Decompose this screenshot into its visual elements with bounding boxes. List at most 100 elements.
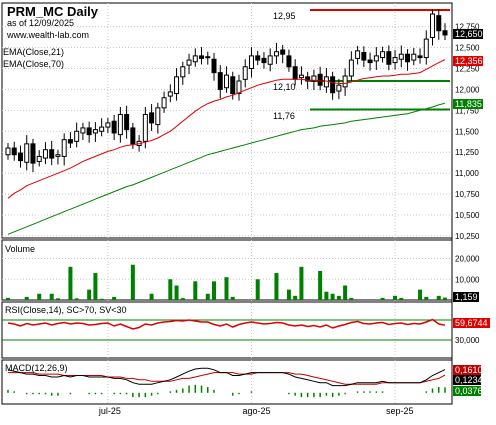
tag-macd: 0,1610 [453,365,483,375]
volume-bar [99,298,104,300]
candle-body [180,66,186,78]
price-tick-label: 12,250 [455,64,480,73]
x-tick-label: sep-25 [386,406,414,416]
candle [42,142,48,165]
candle [205,51,211,65]
candle [180,61,186,85]
volume-bar [399,297,404,300]
candle-body [167,91,173,97]
volume-bar [255,279,260,300]
tag-signal: 0,1234 [453,375,483,385]
candle-body [105,122,111,128]
candle-body [261,57,267,64]
tag-histogram-text: 0,0376 [455,386,483,396]
y-axis: 12,750 12,500 12,250 12,000 11,750 11,500 11,2… [455,23,480,345]
tag-rsi-text: 59,6744 [455,318,488,328]
volume-tick-label: 10,000 [455,275,480,284]
candle-body [330,76,336,94]
candle-body [305,76,311,82]
candle [192,48,198,67]
candle-body [342,75,348,88]
candle-body [17,152,23,162]
candle-body [124,114,130,131]
candle [67,132,73,149]
tag-volume: 1,159 [453,292,479,302]
candle [417,48,423,64]
candle [398,45,404,68]
candle-body [286,55,292,68]
candle-body [61,139,67,157]
candle-body [5,147,11,156]
chart-title: PRM_MC Daily [7,4,99,19]
candle [36,150,42,167]
candle [149,104,155,131]
volume-bar [336,295,341,300]
candle [217,65,223,99]
rsi-pane [1,301,453,359]
candle [61,133,67,166]
candle [411,47,417,66]
candle-body [417,55,423,59]
annotation-support-lower: 11,76 [273,111,295,121]
candle-body [174,76,180,95]
candle [380,46,386,63]
candle [267,48,273,72]
candle [330,71,336,100]
candle-body [117,114,123,136]
candle [298,66,304,85]
candle-body [199,55,205,59]
rsi-label: RSI(Close,14), SC>70, SV<30 [5,305,127,315]
candle-body [442,30,448,36]
candle [117,106,123,143]
candle-body [355,50,361,59]
volume-bar [286,289,291,300]
candle-body [111,120,117,134]
candle-body [42,149,48,159]
candle-body [11,147,17,156]
candle-body [367,59,373,64]
candle [11,141,17,161]
volume-bar [343,285,348,300]
candle-body [317,73,323,86]
rsi-line [7,318,446,330]
candle-body [411,53,417,61]
price-tick-label: 11,500 [455,127,479,136]
candle-body [217,72,223,90]
macd-label: MACD(12,26,9) [5,363,68,373]
volume-bar [93,273,98,300]
candle-body [224,74,229,89]
candle [255,50,261,66]
candle [248,47,254,78]
volume-bar [424,296,429,300]
volume-bar [443,297,447,300]
candle-body [248,55,254,69]
candle [155,102,161,134]
candle [442,23,448,40]
price-tick-label: 11,000 [455,169,479,178]
volume-bar [112,296,117,300]
tag-ema21-text: 12,356 [455,56,483,66]
candle-body [392,57,398,64]
candle-body [142,114,148,142]
volume-tick-label: 20,000 [455,255,480,264]
candle-body [267,55,273,65]
volume-bar [6,297,10,300]
candle [55,149,61,165]
tag-macd-text: 0,1610 [455,365,483,375]
price-tick-label: 10,250 [455,232,480,241]
volume-bar [436,295,441,300]
price-tick-label: 12,000 [455,85,480,94]
candle-body [230,76,236,95]
candle [186,53,192,75]
volume-bar [49,293,54,300]
candle-body [292,66,298,80]
volume-bar [318,270,323,300]
candle [174,68,180,101]
volume-bar [324,291,329,300]
price-tick-label: 11,750 [455,106,479,115]
volume-bar [293,295,298,300]
candle-body [336,84,342,92]
candle [24,135,30,171]
candle [105,117,111,134]
